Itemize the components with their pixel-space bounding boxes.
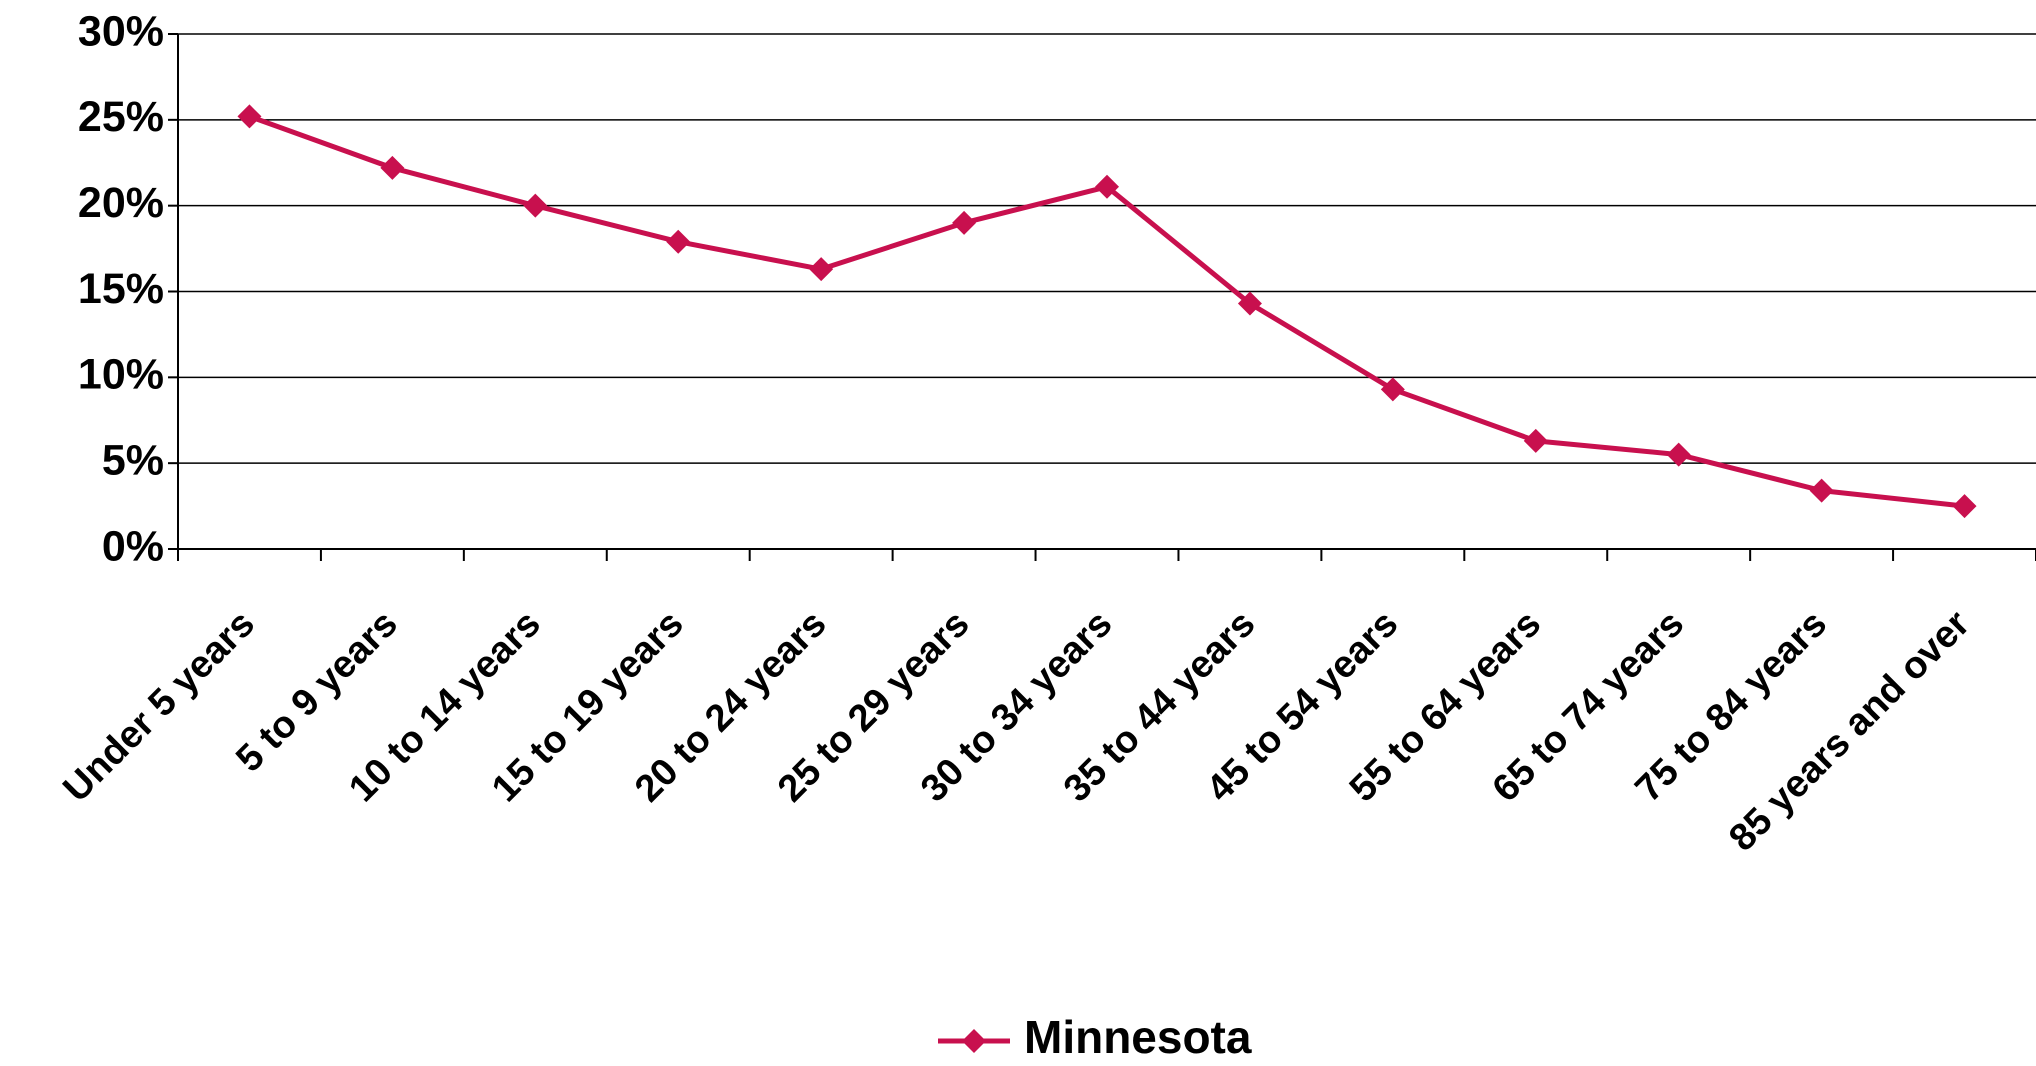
point-marker (1666, 442, 1691, 467)
point-marker (666, 229, 691, 254)
x-tick-label: Under 5 years (55, 603, 262, 810)
legend-marker (962, 1029, 986, 1053)
point-marker (1380, 377, 1405, 402)
point-marker (237, 104, 262, 129)
point-marker (1095, 174, 1119, 199)
point-marker (809, 257, 834, 282)
y-tick-label: 5% (102, 437, 164, 485)
x-tick-label: 85 years and over (1721, 603, 1978, 860)
point-marker (380, 155, 405, 180)
point-marker (1952, 494, 1977, 519)
point-marker (523, 193, 548, 218)
point-marker (1237, 291, 1262, 316)
y-tick-label: 15% (78, 265, 164, 313)
y-tick-label: 20% (78, 179, 164, 227)
point-marker (1523, 428, 1548, 453)
y-tick-label: 25% (78, 93, 164, 141)
y-tick-label: 30% (78, 7, 164, 55)
point-marker (1809, 478, 1834, 503)
legend-label: Minnesota (1024, 1011, 1252, 1063)
point-marker (952, 210, 977, 235)
y-tick-label: 10% (78, 351, 164, 399)
y-tick-label: 0% (102, 522, 164, 570)
